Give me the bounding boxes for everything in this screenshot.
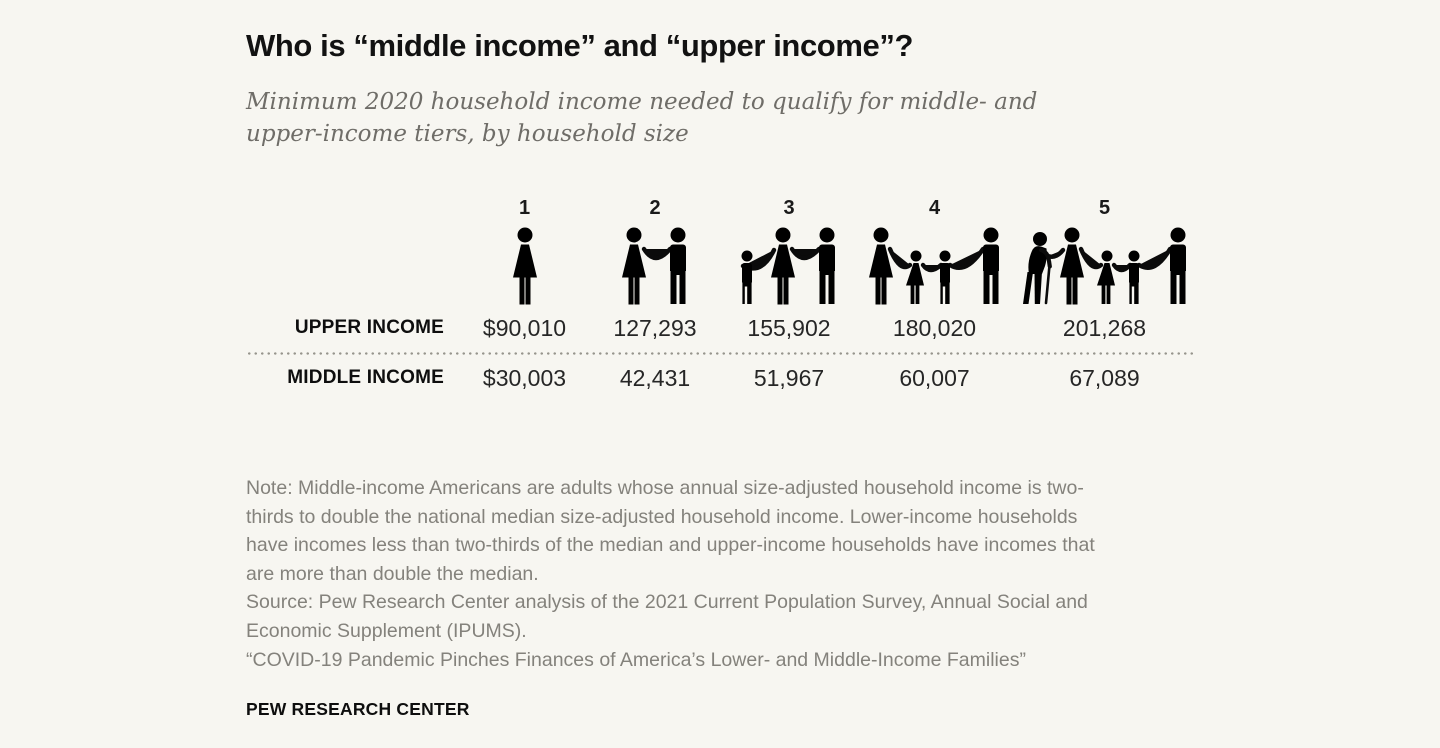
report-title: “COVID-19 Pandemic Pinches Finances of A… bbox=[246, 648, 1026, 671]
middle-income-value: $30,003 bbox=[482, 364, 567, 391]
household-of-4-icon bbox=[857, 225, 1012, 305]
source-credit: Source: Pew Research Center analysis of … bbox=[246, 591, 1088, 643]
household-of-3-icon bbox=[721, 225, 857, 305]
upper-income-value: 180,020 bbox=[892, 314, 977, 341]
household-pictogram-row bbox=[246, 225, 1197, 305]
household-size-label: 5 bbox=[1098, 196, 1111, 219]
middle-income-value: 42,431 bbox=[619, 364, 691, 391]
upper-income-value: 127,293 bbox=[613, 314, 697, 341]
household-income-table: 1 2 3 4 5 bbox=[246, 197, 1197, 402]
upper-income-value: $90,010 bbox=[482, 314, 567, 341]
dotted-row-divider bbox=[246, 351, 1197, 355]
middle-income-value: 51,967 bbox=[753, 364, 825, 391]
household-size-label: 2 bbox=[649, 196, 661, 219]
household-of-2-icon bbox=[589, 225, 721, 305]
upper-income-value: 201,268 bbox=[1062, 314, 1147, 341]
upper-income-value: 155,902 bbox=[747, 314, 831, 341]
empty-corner-cell bbox=[246, 225, 460, 305]
household-size-label: 3 bbox=[783, 196, 795, 219]
household-size-header-row: 1 2 3 4 5 bbox=[246, 197, 1197, 225]
chart-footer: Note: Middle-income Americans are adults… bbox=[246, 474, 1206, 721]
household-of-5-icon bbox=[1012, 225, 1197, 305]
pew-research-center-wordmark: PEW RESEARCH CENTER bbox=[246, 699, 470, 720]
chart-title: Who is “middle income” and “upper income… bbox=[246, 28, 913, 63]
household-size-label: 4 bbox=[928, 196, 941, 219]
methodology-note: Note: Middle-income Americans are adults… bbox=[246, 476, 1095, 585]
pew-income-chart-page: Who is “middle income” and “upper income… bbox=[246, 28, 1206, 721]
middle-income-value: 67,089 bbox=[1069, 364, 1140, 391]
upper-income-row: UPPER INCOME $90,010 127,293 155,902 180… bbox=[246, 305, 1197, 352]
middle-income-row: MIDDLE INCOME $30,003 42,431 51,967 60,0… bbox=[246, 355, 1197, 402]
household-of-1-icon bbox=[460, 225, 589, 305]
chart-subtitle: Minimum 2020 household income needed to … bbox=[246, 88, 1038, 148]
household-size-label: 1 bbox=[518, 196, 531, 219]
upper-income-row-label: UPPER INCOME bbox=[294, 317, 444, 339]
middle-income-value: 60,007 bbox=[899, 364, 970, 391]
middle-income-row-label: MIDDLE INCOME bbox=[287, 367, 444, 389]
